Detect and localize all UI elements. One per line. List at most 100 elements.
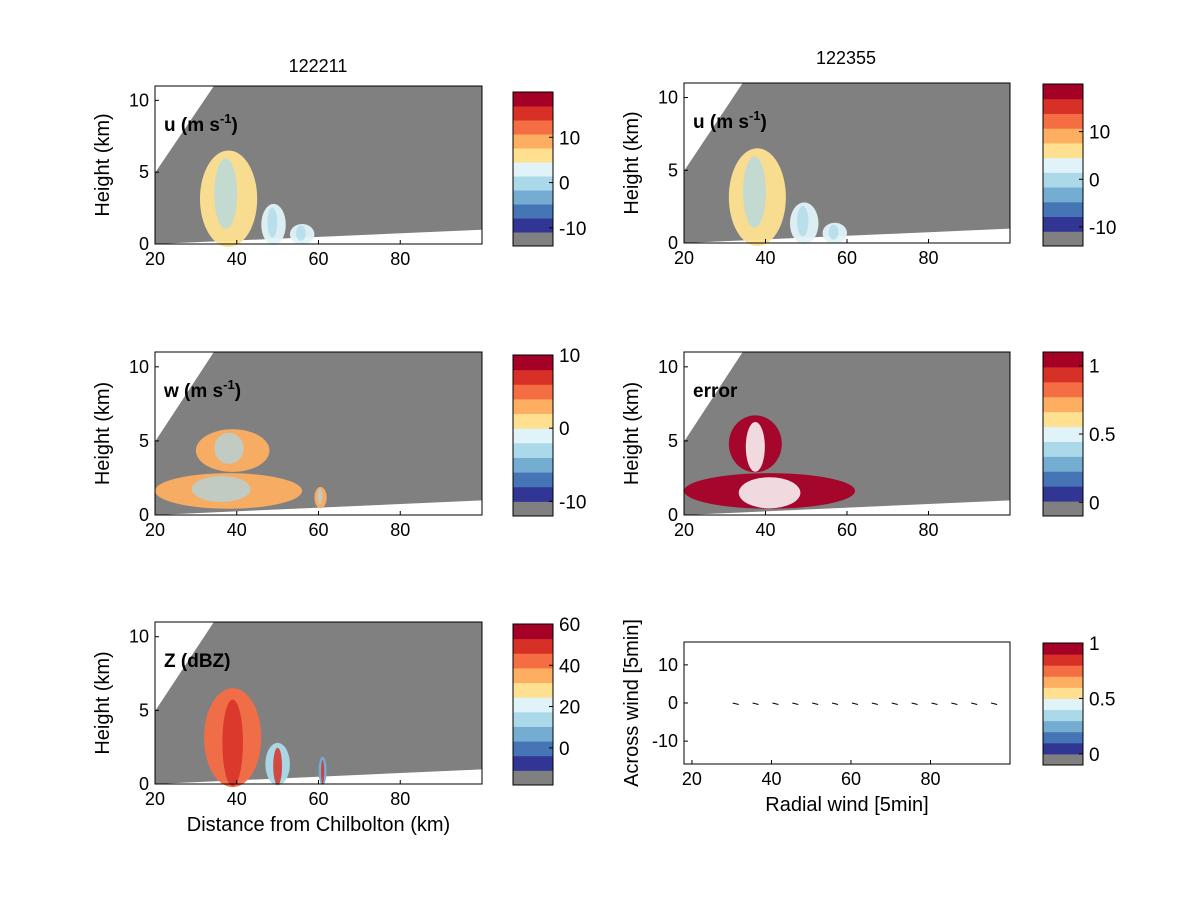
x-axis-label: Distance from Chilbolton (km) [187, 814, 450, 836]
y-tick-label: 10 [129, 627, 149, 647]
field-cell-core [797, 205, 809, 237]
y-axis-label: Height (km) [621, 111, 643, 214]
colorbar-swatch [513, 120, 553, 135]
wind-arrow [990, 702, 998, 705]
colorbar-swatch [1043, 231, 1083, 247]
colorbar-swatch [1043, 84, 1083, 100]
field-label-main: u (m s [693, 112, 749, 133]
colorbar-swatch [1043, 201, 1083, 218]
colorbar-swatch [513, 369, 553, 385]
colorbar-tick-label: -10 [1089, 218, 1116, 239]
field-cell-core [321, 759, 325, 785]
colorbar-swatch [1043, 676, 1083, 688]
field-cell [822, 222, 848, 244]
colorbar-swatch [1043, 381, 1083, 398]
x-tick-label: 20 [145, 520, 165, 540]
wind-arrow [772, 702, 779, 705]
field-cell-core [273, 747, 283, 785]
field-label-superscript: -1 [749, 108, 761, 123]
colorbar-swatch [513, 741, 553, 757]
y-tick-label: 0 [668, 233, 678, 253]
y-tick-label: 5 [139, 162, 149, 182]
field-label-superscript: -1 [220, 111, 232, 126]
colorbar-swatch [1043, 731, 1083, 744]
colorbar-swatch [513, 232, 553, 247]
field-cell-core [317, 488, 323, 505]
colorbar-swatch [1043, 216, 1083, 232]
field-cell [728, 415, 782, 473]
colorbar-swatch [1043, 172, 1083, 188]
colorbar: -10 0 10 [512, 91, 586, 247]
colorbar-swatch [513, 398, 553, 415]
y-tick-label: 10 [658, 655, 678, 675]
y-axis-label: Height (km) [621, 382, 643, 485]
colorbar-swatch [1043, 411, 1083, 428]
colorbar-tick-label: 40 [559, 656, 580, 677]
colorbar-tick-label: 0 [559, 739, 570, 760]
colorbar-tick-label: 0 [559, 419, 570, 440]
field-cell-core [214, 158, 238, 229]
field-cell [318, 756, 327, 785]
colorbar-tick-label: 0 [1089, 493, 1100, 514]
colorbar: 0 20 40 60 [512, 615, 580, 786]
x-tick-label: 60 [837, 520, 857, 540]
wind-arrow [971, 702, 978, 705]
colorbar-swatch [513, 190, 553, 205]
field-cell [204, 688, 262, 788]
y-tick-label: 0 [139, 234, 149, 254]
colorbar-frame [512, 354, 554, 517]
colorbar-swatch [513, 162, 553, 177]
colorbar: -10 0 10 [512, 346, 586, 517]
colorbar-swatch [513, 624, 553, 640]
field-label-main: error [693, 381, 738, 402]
colorbar-tick-label: 10 [559, 346, 580, 367]
x-tick-label: 60 [841, 769, 861, 789]
x-tick-label: 20 [674, 520, 694, 540]
field-label: u (m s-1) [164, 111, 238, 136]
field-cell-core [828, 224, 839, 240]
field-label: error [693, 381, 738, 402]
colorbar-tick-label: 1 [1089, 634, 1100, 655]
colorbar-tick-label: -10 [559, 492, 586, 513]
colorbar-tick-label: -10 [559, 219, 586, 240]
colorbar-swatch [1043, 471, 1083, 487]
x-tick-label: 40 [761, 769, 781, 789]
colorbar-swatch [1043, 128, 1083, 144]
colorbar-tick-label: 0 [1089, 170, 1100, 191]
colorbar-tick-label: 1 [1089, 357, 1100, 378]
colorbar-swatch [1043, 456, 1083, 472]
colorbar-swatch [513, 770, 553, 786]
field-cell [199, 150, 258, 248]
colorbar-swatch [1043, 426, 1083, 442]
colorbar-swatch [1043, 366, 1083, 383]
colorbar-swatch [513, 501, 553, 517]
colorbar-swatch [513, 726, 553, 742]
field-label-main: u (m s [164, 115, 220, 136]
field-cell [728, 148, 786, 247]
colorbar-frame [1042, 83, 1084, 247]
colorbar: -10 0 10 [1042, 83, 1116, 247]
colorbar-frame [1042, 642, 1084, 766]
field-cell [155, 473, 303, 509]
colorbar-tick-label: 10 [559, 128, 580, 149]
y-tick-label: 0 [668, 693, 678, 713]
column-title-right: 122355 [816, 48, 876, 68]
wind-arrow [792, 702, 799, 705]
field-cell-core [743, 156, 766, 228]
radar-coverage [155, 622, 482, 784]
colorbar-swatch [513, 442, 553, 458]
x-tick-label: 20 [674, 248, 694, 268]
colorbar-swatch [513, 653, 553, 669]
field-cell-core [745, 421, 765, 472]
x-tick-label: 20 [145, 249, 165, 269]
field-label: Z (dBZ) [164, 651, 230, 672]
colorbar-swatch [513, 755, 553, 771]
colorbar-swatch [513, 148, 553, 163]
x-tick-label: 40 [227, 520, 247, 540]
y-tick-label: 10 [129, 90, 149, 110]
field-cell-core [296, 225, 306, 241]
y-axis-label: Height (km) [92, 382, 114, 485]
colorbar-swatch [1043, 142, 1083, 159]
y-tick-label: 0 [139, 774, 149, 794]
